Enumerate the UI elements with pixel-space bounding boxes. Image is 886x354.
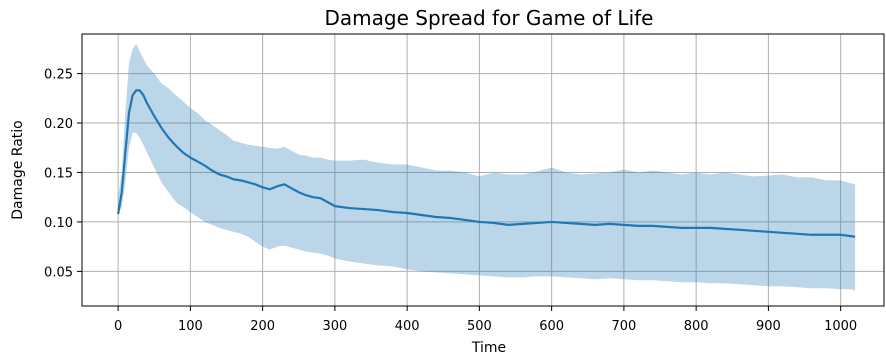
y-tick-label: 0.25 <box>44 68 73 83</box>
chart-title: Damage Spread for Game of Life <box>325 6 654 30</box>
x-tick-label: 900 <box>756 319 781 334</box>
x-tick-label: 600 <box>539 319 564 334</box>
y-axis: 0.05 0.10 0.15 0.20 0.25 <box>44 68 82 280</box>
x-tick-label: 200 <box>250 319 275 334</box>
x-tick-label: 400 <box>395 319 420 334</box>
x-tick-label: 500 <box>467 319 492 334</box>
x-tick-label: 800 <box>684 319 709 334</box>
x-tick-label: 100 <box>178 319 203 334</box>
y-tick-label: 0.05 <box>44 265 73 280</box>
x-axis-label: Time <box>471 340 506 354</box>
damage-ratio-line <box>117 89 856 238</box>
x-axis: 0 100 200 300 400 500 600 700 800 900 1000 <box>114 306 857 334</box>
y-tick-label: 0.10 <box>44 216 73 231</box>
damage-ratio-band <box>118 43 856 291</box>
y-tick-label: 0.15 <box>44 166 73 181</box>
x-tick-label: 700 <box>611 319 636 334</box>
y-axis-label: Damage Ratio <box>10 120 26 219</box>
x-tick-label: 0 <box>114 319 122 334</box>
x-tick-label: 300 <box>322 319 347 334</box>
y-tick-label: 0.20 <box>44 117 73 132</box>
plot-frame <box>81 33 885 307</box>
x-tick-label: 1000 <box>824 319 857 334</box>
